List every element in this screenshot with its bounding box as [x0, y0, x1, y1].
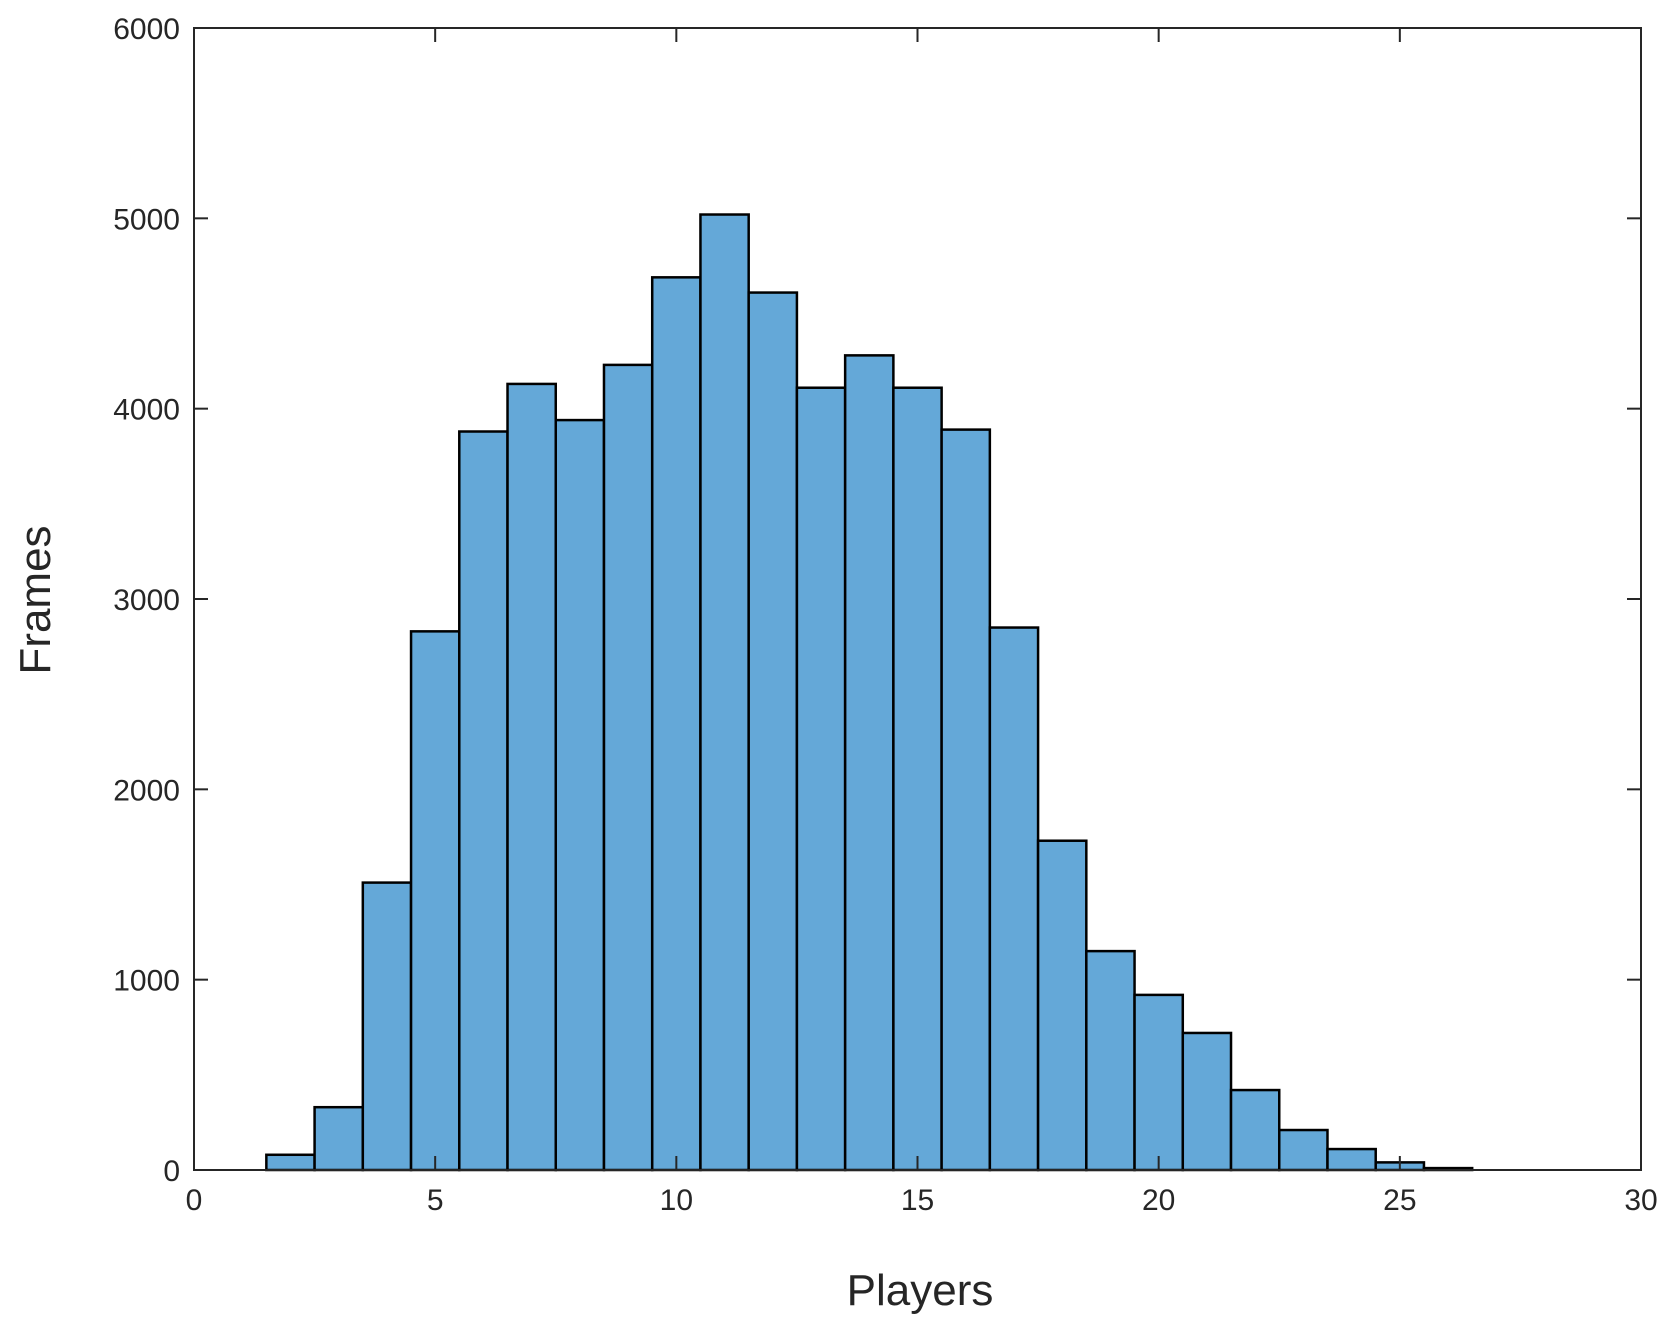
y-tick-label: 5000 [113, 203, 180, 236]
histogram-bar [699, 213, 750, 1172]
histogram-bar [361, 881, 413, 1172]
y-axis-label: Frames [11, 525, 60, 674]
histogram-bar [554, 418, 606, 1172]
histogram-bar [988, 626, 1040, 1172]
histogram-bar [650, 276, 702, 1172]
y-tick-label: 4000 [113, 394, 180, 427]
x-tick-label: 20 [1142, 1184, 1175, 1217]
x-tick-label: 0 [186, 1184, 203, 1217]
histogram-bar [795, 386, 847, 1172]
bars-group [265, 213, 1474, 1172]
x-tick-label: 15 [901, 1184, 934, 1217]
histogram-bar [747, 291, 799, 1172]
histogram-bar [602, 363, 654, 1172]
histogram-bar [843, 354, 895, 1172]
y-tick-label: 3000 [113, 584, 180, 617]
x-tick-label: 10 [660, 1184, 693, 1217]
y-tick-label: 1000 [113, 965, 180, 998]
histogram-bar [1181, 1031, 1233, 1172]
x-tick-label: 30 [1624, 1184, 1657, 1217]
x-tick-label: 5 [427, 1184, 444, 1217]
histogram-bar [1133, 993, 1185, 1172]
y-tick-label: 6000 [113, 13, 180, 46]
histogram-bar [409, 630, 461, 1172]
histogram-bar [313, 1105, 365, 1172]
histogram-bar [1326, 1147, 1377, 1172]
histogram-bar [1229, 1088, 1281, 1172]
histogram-bar [506, 382, 557, 1172]
histogram-bar [1036, 839, 1088, 1172]
x-axis-label: Players [847, 1266, 994, 1315]
y-tick-label: 0 [163, 1155, 180, 1188]
histogram-bar [1278, 1128, 1329, 1172]
histogram-bar [458, 430, 509, 1172]
y-tick-label: 2000 [113, 774, 180, 807]
histogram-bar [1085, 949, 1136, 1172]
histogram-bar [892, 386, 943, 1172]
x-tick-label: 25 [1383, 1184, 1416, 1217]
axes-group: 0 5 10 15 20 25 30 0 1000 2000 3000 4000 5000 6000 [113, 13, 1657, 1217]
histogram-bar [265, 1153, 316, 1172]
histogram-bar [940, 428, 992, 1172]
